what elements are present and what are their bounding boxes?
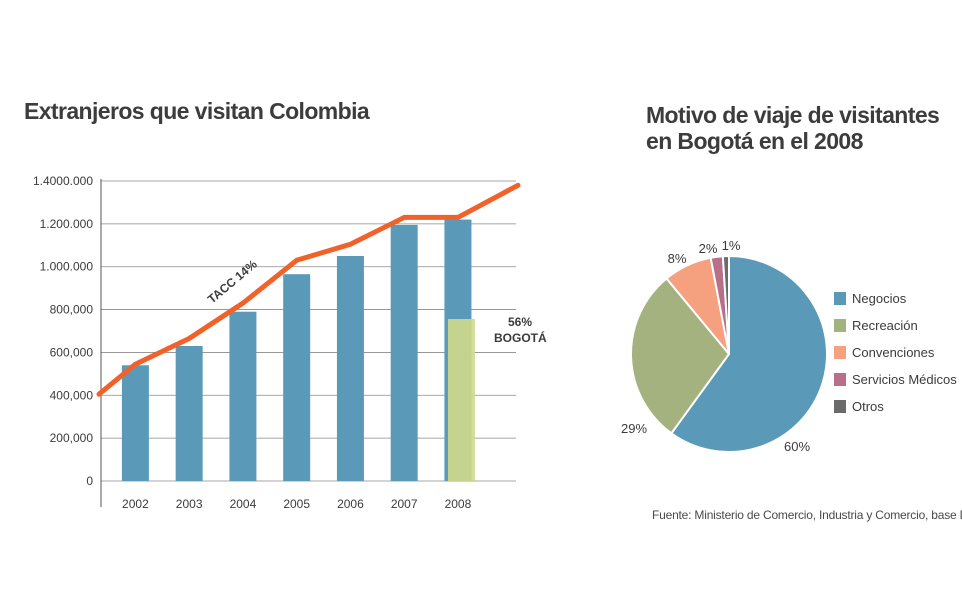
bar-2005 [283,274,311,481]
x-tick-label: 2007 [391,497,418,511]
pie: 60% 29% 8% 2% 1% [621,238,828,454]
pie-slice-otros [721,254,730,355]
legend-label: Recreación [852,318,918,333]
pie-legend: Negocios Recreación Convenciones Servicios … [834,291,957,414]
pie-chart-title-line2: en Bogotá en el 2008 [646,128,863,155]
bogota-overlay-bar [447,319,475,481]
legend-swatch [834,292,846,305]
y-tick-label: 800,000 [50,303,94,317]
x-tick-label: 2004 [230,497,257,511]
y-tick-label: 600,000 [50,345,94,359]
legend-swatch [834,373,846,386]
bar-2007 [390,224,418,481]
pie-chart-title: Motivo de viaje de visitantes en Bogotá … [646,102,946,155]
legend-swatch [834,346,846,359]
x-tick-label: 2005 [283,497,310,511]
y-tick-label: 0 [86,474,93,488]
bar-2006 [336,256,364,481]
trend-line [96,182,521,397]
pie-percent-label: 60% [784,439,810,454]
pie-percent-label: 8% [668,251,687,266]
legend-label: Negocios [852,291,907,306]
pie-percent-label: 2% [699,241,718,256]
legend-label: Otros [852,399,884,414]
legend-label: Servicios Médicos [852,372,957,387]
bar-chart-title: Extranjeros que visitan Colombia [24,98,370,124]
bar-series: 2002 2003 2004 2005 2006 2007 2008 [121,219,472,511]
bar-2003 [175,346,203,481]
y-tick-label: 1.000.000 [40,260,94,274]
pie-percent-label: 1% [722,238,741,253]
pie-slice-recreación [630,277,731,435]
x-tick-label: 2003 [176,497,203,511]
bar-2002 [121,365,149,481]
pie-percent-label: 29% [621,421,647,436]
pie-slice-negocios [669,254,828,453]
y-tick-label: 400,000 [50,388,94,402]
legend-swatch [834,400,846,413]
y-tick-label: 200,000 [50,431,94,445]
y-axis: 0 200,000 400,000 600,000 800,000 1.000.000 1.… [33,174,516,507]
y-tick-label: 1.4000.000 [33,174,93,188]
x-tick-label: 2002 [122,497,149,511]
bar-2004 [229,311,257,481]
x-tick-label: 2006 [337,497,364,511]
bogota-name-label: BOGOTÁ [494,330,547,345]
bogota-percent-label: 56% [508,315,532,329]
pie-chart-title-line1: Motivo de viaje de visitantes [646,102,940,128]
legend-swatch [834,319,846,332]
x-tick-label: 2008 [445,497,472,511]
y-tick-label: 1.200.000 [40,217,94,231]
legend-label: Convenciones [852,345,935,360]
source-note: Fuente: Ministerio de Comercio, Industri… [652,508,962,522]
